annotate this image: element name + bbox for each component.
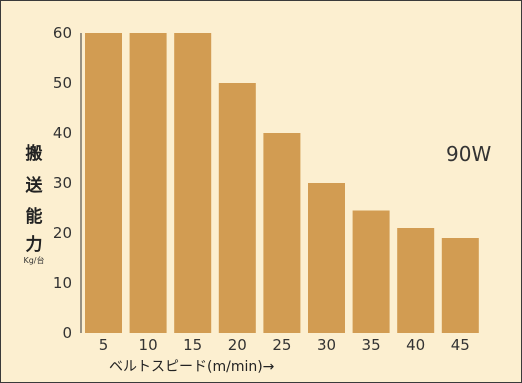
x-tick-label: 40 [406, 336, 425, 354]
bars [85, 33, 479, 333]
x-tick-label: 5 [99, 336, 109, 354]
x-tick-label: 20 [228, 336, 247, 354]
y-axis-label-char: 力 [26, 234, 43, 255]
y-tick-label: 40 [53, 124, 72, 142]
y-axis-label-char: 搬 [26, 143, 43, 164]
x-tick-label: 10 [139, 336, 158, 354]
bar [263, 133, 301, 333]
y-tick-label: 60 [53, 24, 72, 42]
y-tick-labels: 0 10 20 30 40 50 60 [53, 24, 72, 342]
x-tick-label: 25 [272, 336, 291, 354]
bar [397, 228, 435, 333]
x-tick-label: 30 [317, 336, 336, 354]
bar [441, 238, 479, 333]
y-axis-label-char: 送 [26, 175, 44, 196]
bar [174, 33, 212, 333]
x-tick-labels: 5 10 15 20 25 30 35 40 45 [99, 336, 470, 354]
y-tick-label: 0 [62, 324, 72, 342]
y-tick-label: 10 [53, 274, 72, 292]
bar [218, 83, 256, 333]
y-tick-label: 20 [53, 224, 72, 242]
y-axis-unit-label: Kg/台 [23, 255, 44, 265]
x-tick-label: 15 [183, 336, 202, 354]
y-axis-label-char: 能 [26, 206, 43, 227]
y-tick-label: 30 [53, 174, 72, 192]
bar [85, 33, 122, 333]
bar [129, 33, 167, 333]
power-annotation: 90W [446, 142, 491, 166]
bar [308, 183, 345, 333]
bar [352, 210, 390, 333]
x-tick-label: 35 [362, 336, 381, 354]
y-tick-label: 50 [53, 74, 72, 92]
x-tick-label: 45 [451, 336, 470, 354]
x-axis-label: ベルトスピード(m/min)→ [109, 359, 275, 375]
